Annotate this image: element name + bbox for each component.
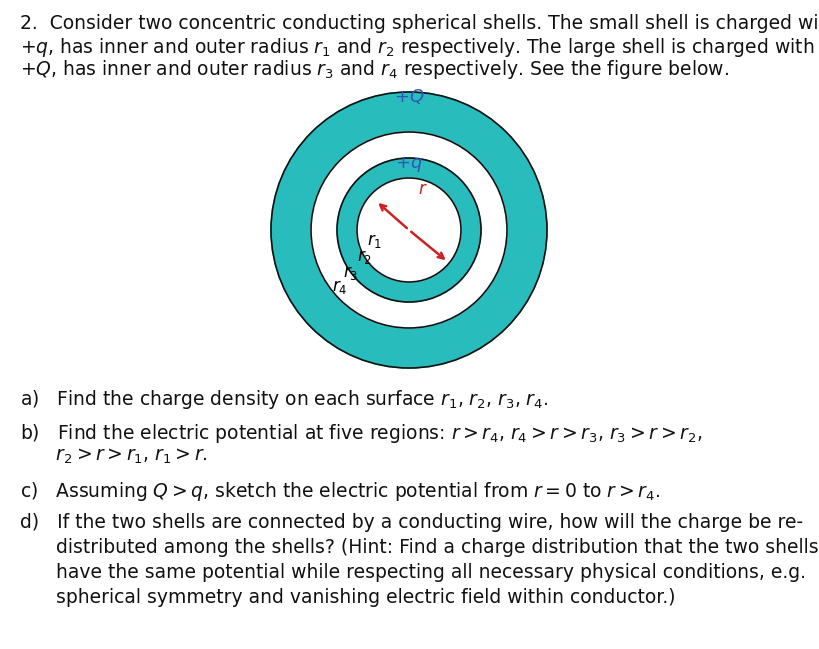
Text: $+q$: $+q$ [395,156,423,175]
Text: $r_1$: $r_1$ [367,232,382,250]
Text: spherical symmetry and vanishing electric field within conductor.): spherical symmetry and vanishing electri… [20,588,676,607]
Text: $+q$, has inner and outer radius $r_1$ and $r_2$ respectively. The large shell i: $+q$, has inner and outer radius $r_1$ a… [20,36,814,59]
Text: $+Q$: $+Q$ [394,86,424,106]
Circle shape [337,158,481,302]
Text: distributed among the shells? (Hint: Find a charge distribution that the two she: distributed among the shells? (Hint: Fin… [20,538,819,557]
Text: c)   Assuming $Q > q$, sketch the electric potential from $r = 0$ to $r > r_4$.: c) Assuming $Q > q$, sketch the electric… [20,480,660,503]
Text: $r_4$: $r_4$ [333,278,348,296]
Text: a)   Find the charge density on each surface $r_1$, $r_2$, $r_3$, $r_4$.: a) Find the charge density on each surfa… [20,388,549,411]
Circle shape [357,178,461,282]
Text: $r_3$: $r_3$ [342,264,358,282]
Circle shape [311,132,507,328]
Text: have the same potential while respecting all necessary physical conditions, e.g.: have the same potential while respecting… [20,563,806,582]
Text: d)   If the two shells are connected by a conducting wire, how will the charge b: d) If the two shells are connected by a … [20,513,803,532]
Circle shape [271,92,547,368]
Text: $r$: $r$ [418,180,428,198]
Text: 2.  Consider two concentric conducting spherical shells. The small shell is char: 2. Consider two concentric conducting sp… [20,14,819,33]
Text: $r_2 > r > r_1$, $r_1 > r$.: $r_2 > r > r_1$, $r_1 > r$. [20,447,208,466]
Text: b)   Find the electric potential at five regions: $r > r_4$, $r_4 > r > r_3$, $r: b) Find the electric potential at five r… [20,422,702,445]
Text: $r_2$: $r_2$ [357,248,372,266]
Text: $+Q$, has inner and outer radius $r_3$ and $r_4$ respectively. See the figure be: $+Q$, has inner and outer radius $r_3$ a… [20,58,729,81]
